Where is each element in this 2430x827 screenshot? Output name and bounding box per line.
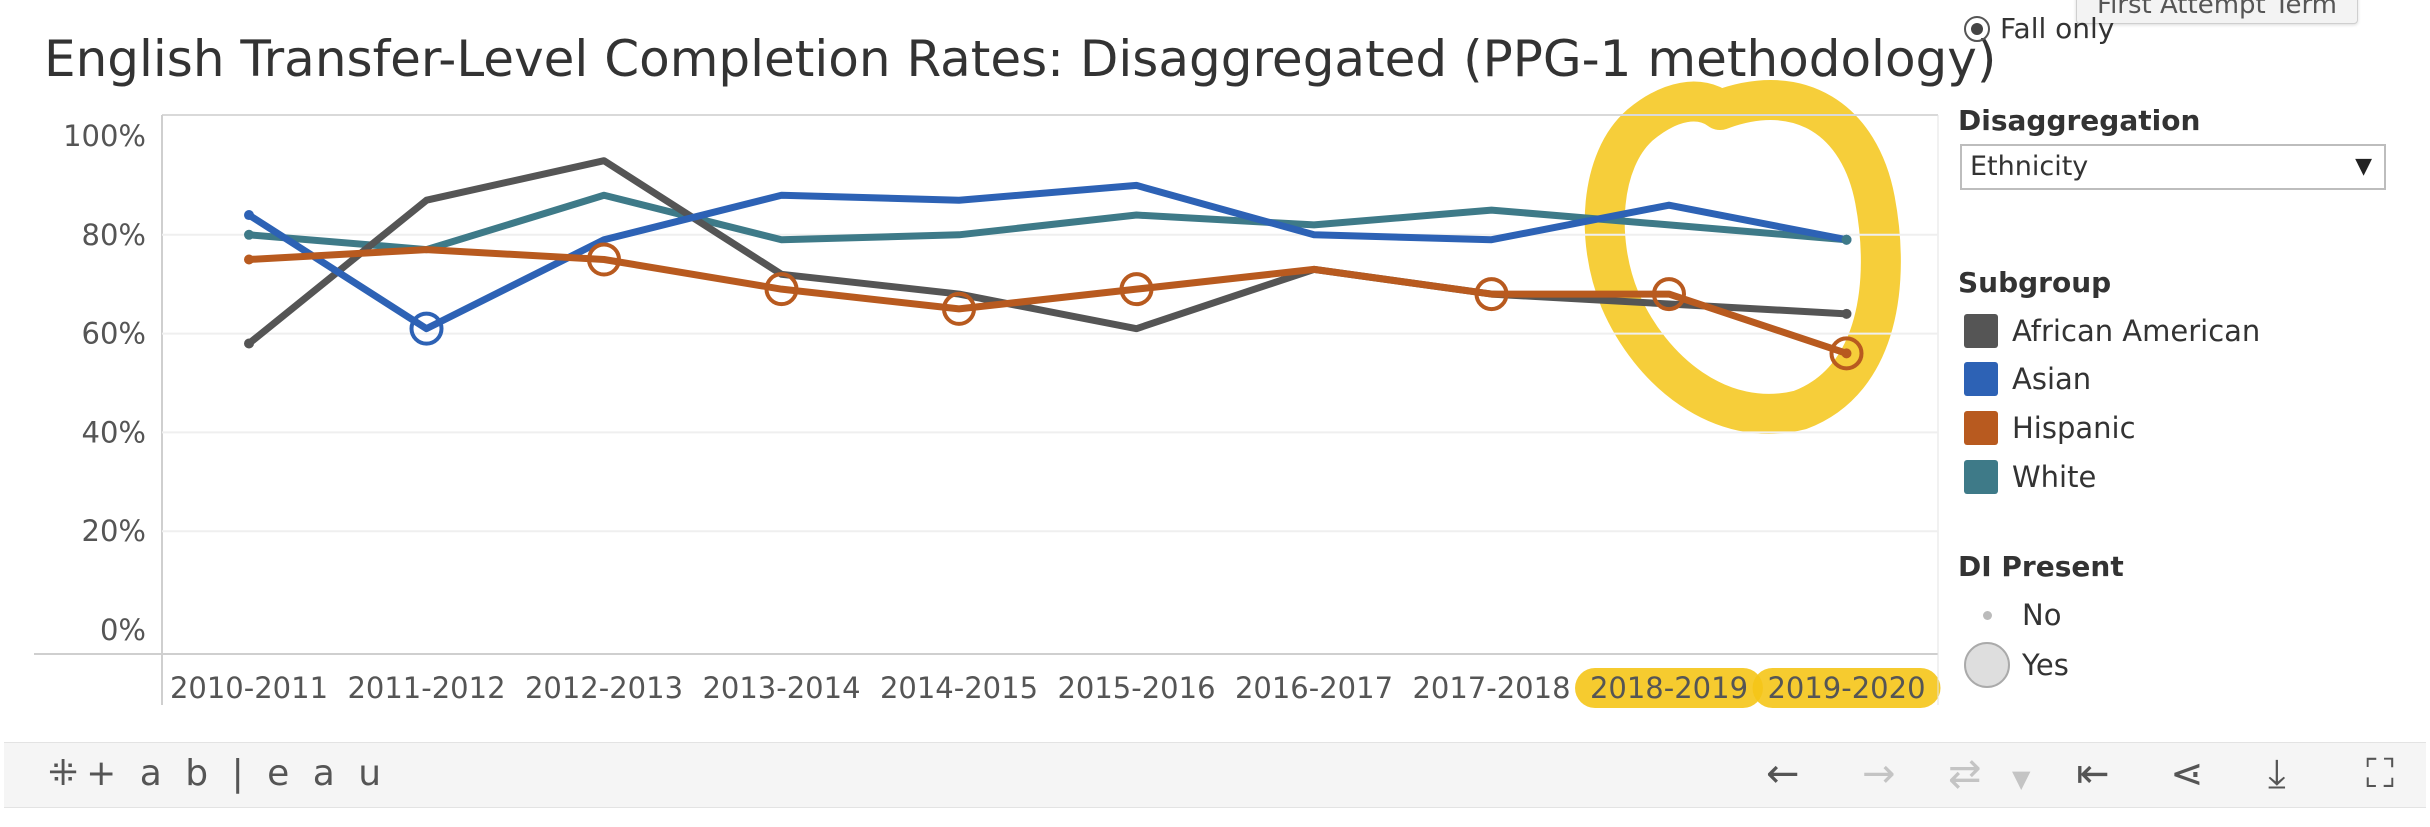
x-tick-label: 2014-2015 (880, 671, 1038, 705)
di-marker (1652, 277, 1686, 312)
di-no-label: No (2022, 598, 2062, 632)
legend-item-white[interactable]: White (1964, 460, 2096, 494)
line-chart: 100% 80% 60% 40% 20% 0% 2010-2011 2011-2012 2012… (34, 80, 1941, 708)
large-circle-icon (1964, 642, 2010, 688)
x-tick-label: 2018-2019 (1590, 671, 1748, 705)
legend-item-asian[interactable]: Asian (1964, 362, 2091, 396)
series-line-white (248, 191, 1847, 254)
legend-item-hispanic[interactable]: Hispanic (1964, 411, 2136, 445)
fullscreen-icon[interactable]: ⛶ (2366, 751, 2394, 797)
revert-icon[interactable]: ⇄ (1948, 751, 1982, 797)
series-end-point (1841, 234, 1852, 245)
x-tick-label: 2012-2013 (525, 671, 683, 705)
y-tick-label: 100% (63, 119, 146, 153)
chart-title: English Transfer-Level Completion Rates:… (44, 30, 1997, 88)
di-marker (764, 272, 799, 307)
y-tick-label: 20% (82, 514, 146, 548)
subgroup-label: Subgroup (1958, 266, 2112, 299)
series-end-point (1841, 348, 1852, 359)
small-dot-icon (1964, 610, 2010, 620)
series-start-point (244, 254, 254, 265)
di-present-label: DI Present (1958, 550, 2124, 583)
legend-label: Hispanic (2012, 411, 2136, 445)
fall-only-label: Fall only (2000, 12, 2115, 45)
chart-axes (34, 114, 1939, 705)
highlight-annotations (1575, 80, 1941, 708)
reset-icon[interactable]: ⇤ (2076, 751, 2110, 797)
chevron-down-icon[interactable]: ▼ (2355, 154, 2372, 179)
x-tick-label: 2015-2016 (1057, 671, 1215, 705)
x-tick-label: 2010-2011 (170, 671, 328, 705)
di-legend-yes[interactable]: Yes (1964, 642, 2069, 688)
di-marker (1829, 336, 1864, 371)
disaggregation-select[interactable]: Ethnicity ▼ (1960, 144, 2386, 190)
chart-series (244, 157, 1864, 371)
series-end-point (1841, 308, 1852, 319)
tableau-toolbar: ⁜ + a b | e a u ← → ⇄ ▼ ⇤ ⋖ ⤓ ⛶ (4, 742, 2426, 808)
series-line-african-american (246, 157, 1847, 347)
y-tick-label: 80% (82, 218, 146, 252)
disaggregation-value: Ethnicity (1970, 151, 2089, 182)
share-icon[interactable]: ⋖ (2170, 751, 2204, 797)
disaggregation-label: Disaggregation (1958, 104, 2201, 137)
highlight-pill (1752, 668, 1941, 708)
revert-dropdown-icon[interactable]: ▼ (2012, 765, 2031, 793)
legend-label: White (2012, 460, 2097, 494)
x-tick-label: 2016-2017 (1235, 671, 1393, 705)
x-tick-label: 2017-2018 (1412, 671, 1570, 705)
radio-selected-icon[interactable] (1964, 15, 1990, 42)
chart-tick-labels: 100% 80% 60% 40% 20% 0% 2010-2011 2011-2012 2012… (63, 119, 1925, 705)
tableau-logo-text: + a b | e a u (86, 753, 388, 794)
di-marker (1119, 272, 1154, 307)
y-tick-label: 40% (82, 415, 146, 449)
series-start-point (244, 229, 254, 240)
legend-swatch (1964, 314, 1998, 348)
di-yes-label: Yes (2022, 648, 2069, 682)
di-legend-no[interactable]: No (1964, 598, 2061, 632)
x-tick-label: 2013-2014 (702, 671, 860, 705)
series-start-point (244, 210, 254, 221)
legend-swatch (1964, 460, 1998, 494)
series-line-hispanic (248, 246, 1848, 357)
di-marker (942, 291, 976, 326)
legend-swatch (1964, 411, 1998, 445)
undo-icon[interactable]: ← (1766, 751, 1800, 797)
first-attempt-term-tooltip: First Attempt Term (2076, 0, 2359, 24)
series-line-asian (247, 181, 1848, 333)
di-marker (409, 311, 444, 346)
y-tick-label: 0% (100, 613, 146, 647)
download-icon[interactable]: ⤓ (2268, 751, 2286, 797)
legend-label: African American (2012, 314, 2261, 348)
x-tick-label: 2011-2012 (347, 671, 505, 705)
fall-only-radio[interactable]: Fall only (1964, 12, 2114, 45)
x-tick-label: 2019-2020 (1767, 671, 1925, 705)
highlight-scribble (1584, 80, 1901, 434)
series-start-point (244, 338, 254, 349)
legend-label: Asian (2012, 362, 2092, 396)
di-marker (1474, 277, 1509, 312)
y-tick-label: 60% (82, 317, 146, 351)
redo-icon[interactable]: → (1862, 751, 1896, 797)
legend-item-african-american[interactable]: African American (1964, 314, 2260, 348)
di-marker (587, 242, 621, 277)
tableau-grid-icon: ⁜ (48, 753, 79, 794)
legend-swatch (1964, 362, 1998, 396)
highlight-pill (1575, 668, 1763, 708)
tableau-logo: ⁜ + a b | e a u (48, 753, 387, 794)
